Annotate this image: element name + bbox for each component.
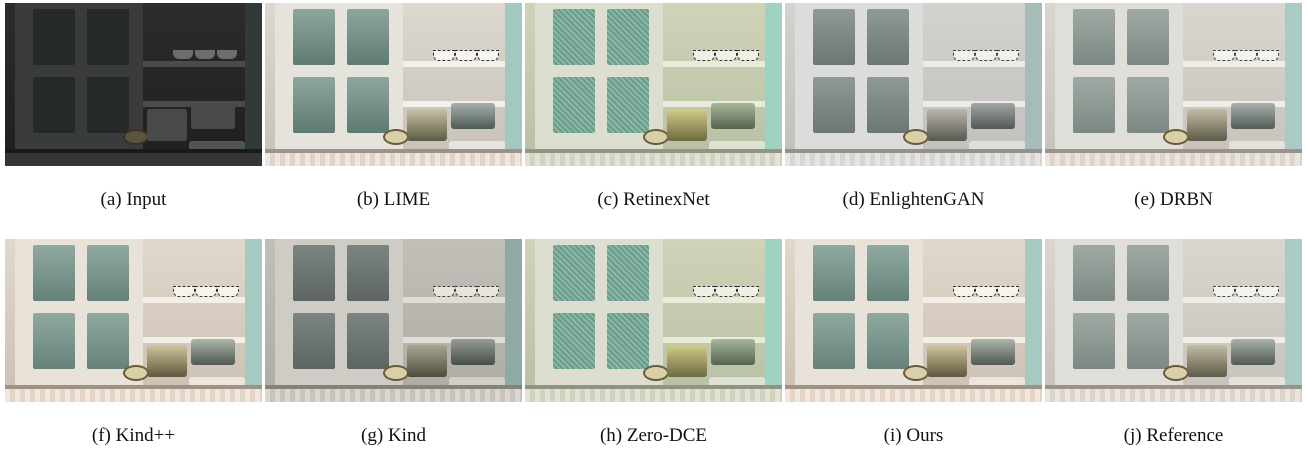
panel-enlightengan xyxy=(785,3,1042,166)
panel-lime xyxy=(265,3,522,166)
caption-retinexnet: (c) RetinexNet xyxy=(597,189,710,210)
panel-retinexnet xyxy=(525,3,782,166)
caption-kind: (g) Kind xyxy=(361,425,426,446)
kindpp-image xyxy=(5,239,262,402)
kind-image xyxy=(265,239,522,402)
panel-input xyxy=(5,3,262,166)
panel-drbn xyxy=(1045,3,1302,166)
retinexnet-image xyxy=(525,3,782,166)
caption-drbn: (e) DRBN xyxy=(1134,189,1213,210)
enlightengan-image xyxy=(785,3,1042,166)
caption-reference: (j) Reference xyxy=(1123,425,1224,446)
panel-kindpp xyxy=(5,239,262,402)
caption-lime: (b) LIME xyxy=(356,189,431,210)
panel-zerodce xyxy=(525,239,782,402)
caption-zerodce: (h) Zero-DCE xyxy=(599,425,708,446)
panel-kind xyxy=(265,239,522,402)
caption-enlightengan: (d) EnlightenGAN xyxy=(842,189,985,210)
zerodce-image xyxy=(525,239,782,402)
panel-ours xyxy=(785,239,1042,402)
caption-kindpp: (f) Kind++ xyxy=(91,425,176,446)
drbn-image xyxy=(1045,3,1302,166)
input-image xyxy=(5,3,262,166)
caption-ours: (i) Ours xyxy=(883,425,944,446)
lime-image xyxy=(265,3,522,166)
reference-image xyxy=(1045,239,1302,402)
caption-input: (a) Input xyxy=(100,189,167,210)
ours-image xyxy=(785,239,1042,402)
panel-reference xyxy=(1045,239,1302,402)
